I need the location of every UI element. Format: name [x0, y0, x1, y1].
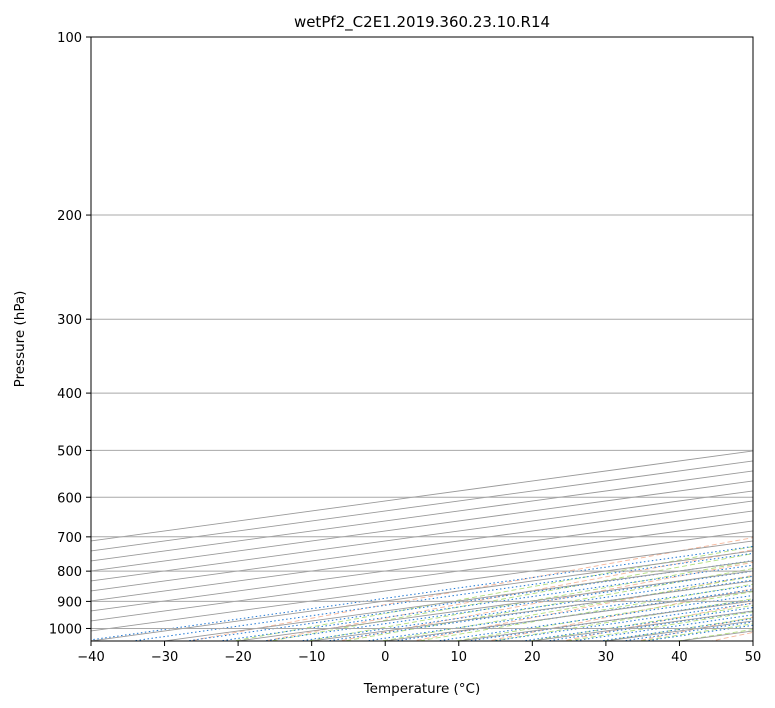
x-tick-label: 30 [598, 650, 615, 665]
x-tick-label: −10 [298, 650, 325, 665]
y-axis-label: Pressure (hPa) [12, 291, 28, 388]
y-tick-label: 200 [57, 209, 82, 224]
isotherm [91, 460, 753, 552]
mixing-ratio-line [296, 575, 753, 641]
x-tick-label: 0 [381, 650, 389, 665]
isotherm [91, 480, 753, 572]
y-tick-label: 100 [57, 31, 82, 46]
isotherm [91, 520, 753, 612]
pressure-grid [91, 37, 753, 629]
mixing-ratio-line [129, 552, 753, 641]
x-tick-label: −40 [77, 650, 104, 665]
chart-title: wetPf2_C2E1.2019.360.23.10.R14 [294, 13, 550, 32]
mixing-ratio-line [323, 579, 753, 641]
y-tick-label: 500 [57, 444, 82, 459]
y-tick-label: 300 [57, 313, 82, 328]
mixing-ratio-line [259, 570, 753, 641]
isotherm [91, 500, 753, 592]
y-tick-label: 900 [57, 595, 82, 610]
x-tick-label: 20 [524, 650, 541, 665]
isotherm [91, 470, 753, 562]
mixing-ratio-line [362, 584, 753, 641]
x-tick-label: 40 [671, 650, 688, 665]
isotherm [91, 530, 753, 622]
y-tick-label: 400 [57, 387, 82, 402]
isotherm [91, 450, 753, 542]
x-tick-label: −30 [151, 650, 178, 665]
y-tick-label: 600 [57, 491, 82, 506]
isotherm [91, 510, 753, 602]
x-tick-label: −20 [224, 650, 251, 665]
x-axis-label: Temperature (°C) [363, 681, 481, 697]
plot-frame [90, 36, 754, 642]
x-tick-label: 50 [745, 650, 762, 665]
y-tick-label: 800 [57, 565, 82, 580]
y-tick-label: 1000 [49, 622, 82, 637]
y-tick-label: 700 [57, 531, 82, 546]
isotherm [91, 490, 753, 582]
x-tick-label: 10 [451, 650, 468, 665]
axis-ticks: −40 −30 −20 −10 0 10 20 30 40 50 100 200 300 400 500 60… [49, 31, 761, 665]
